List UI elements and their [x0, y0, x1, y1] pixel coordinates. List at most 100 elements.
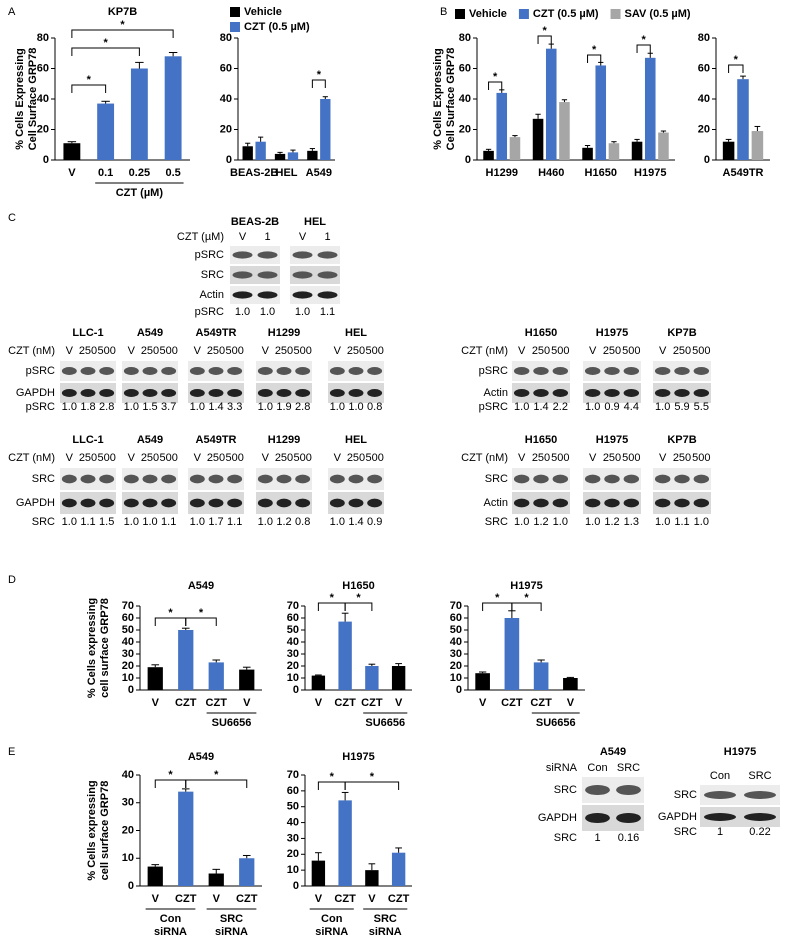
x-tick-label: V — [479, 697, 487, 709]
blot-band — [533, 389, 549, 397]
x-tick-label: 0.25 — [129, 167, 150, 179]
y-tick-label: 40 — [287, 816, 299, 828]
blot-band — [552, 389, 569, 397]
blot-lane-label: V — [66, 345, 74, 357]
blot-title: LLC-1 — [72, 327, 103, 339]
blot-row-label: Actin — [484, 497, 508, 509]
bar — [559, 102, 570, 160]
blot-row-label: GAPDH — [538, 812, 577, 824]
blot-lane-label: V — [299, 231, 307, 243]
y-tick-label: 40 — [220, 93, 232, 105]
group-label: siRNA — [215, 926, 248, 938]
blot-band — [295, 367, 311, 375]
significance-bracket — [488, 81, 503, 90]
blot-row-label: GAPDH — [16, 387, 55, 399]
y-tick-label: 50 — [287, 801, 299, 813]
blot-row-label: SRC — [554, 784, 577, 796]
bar — [532, 118, 544, 160]
blot-row-label: pSRC — [195, 249, 224, 261]
y-tick-label: 10 — [450, 672, 462, 684]
blot-band — [348, 389, 364, 397]
blot-lane-label: 500 — [225, 345, 243, 357]
y-tick-label: 0 — [128, 684, 134, 696]
blot-quant: 1 — [594, 832, 600, 844]
blot-lane-label: V — [334, 345, 342, 357]
blot-band — [623, 474, 640, 484]
y-tick-label: 60 — [287, 785, 299, 797]
y-tick-label: 60 — [287, 612, 299, 624]
bar — [644, 57, 656, 161]
blot-band — [189, 498, 205, 508]
significance-label: * — [330, 771, 335, 783]
bar — [147, 866, 163, 886]
y-tick-label: 0 — [128, 880, 134, 892]
significance-label: * — [493, 71, 498, 83]
blot-band — [367, 498, 383, 508]
blot-title: KP7B — [667, 327, 696, 339]
x-tick-label: V — [152, 697, 160, 709]
bar — [320, 99, 331, 160]
y-tick-label: 30 — [122, 797, 134, 809]
blot-band — [674, 474, 690, 484]
y-tick-label: 0 — [226, 154, 232, 166]
y-tick-label: 70 — [122, 600, 134, 612]
significance-label: * — [524, 592, 529, 604]
x-tick-label: HEL — [276, 167, 298, 179]
significance-label: * — [642, 34, 647, 46]
blot-quant: 0.8 — [367, 401, 382, 413]
significance-label: * — [356, 592, 361, 604]
y-tick-label: 30 — [287, 832, 299, 844]
x-tick-label: H1650 — [585, 167, 617, 179]
blot-band — [257, 367, 273, 375]
blot-band — [232, 271, 253, 279]
blot-quant: 1.0 — [124, 401, 139, 413]
chart-title: H1975 — [510, 580, 542, 592]
blot-lane-label: 250 — [532, 345, 550, 357]
blot-band — [276, 474, 292, 484]
blot-quant: 2.8 — [99, 401, 114, 413]
bar — [311, 675, 326, 690]
panel-letter: A — [8, 6, 16, 18]
significance-label: * — [168, 769, 173, 781]
bar — [63, 143, 81, 160]
legend-label: Vehicle — [244, 6, 282, 18]
blot-band — [693, 389, 710, 397]
y-tick-label: 0 — [43, 154, 49, 166]
x-tick-label: CZT — [236, 893, 258, 905]
x-tick-label: CZT — [388, 893, 410, 905]
y-tick-label: 60 — [122, 612, 134, 624]
blot-band — [227, 474, 243, 484]
blot-quant: 1.1 — [320, 306, 335, 318]
blot-band — [513, 474, 530, 484]
y-tick-label: 40 — [37, 93, 49, 105]
blot-quant: 3.3 — [227, 401, 242, 413]
bar — [255, 141, 266, 160]
significance-label: * — [199, 607, 204, 619]
blot-band — [348, 474, 364, 484]
blot-band — [161, 389, 177, 397]
blot-row-label: Actin — [200, 289, 224, 301]
significance-label: * — [734, 54, 739, 66]
group-label: SRC — [374, 913, 397, 925]
y-tick-label: 20 — [450, 660, 462, 672]
bar — [631, 141, 643, 160]
blot-band — [552, 367, 569, 375]
blot-row-label: GAPDH — [16, 497, 55, 509]
blot-band — [276, 389, 292, 397]
blot-band — [604, 474, 620, 484]
blot-band — [292, 251, 313, 259]
blot-title: H1975 — [596, 434, 628, 446]
x-tick-label: CZT — [530, 697, 552, 709]
y-axis-label: % Cells expressing — [86, 598, 98, 698]
blot-lane-label: SRC — [617, 762, 640, 774]
bar — [545, 48, 557, 160]
blot-band — [317, 251, 338, 259]
blot-band — [189, 389, 205, 397]
blot-quant: 1.0 — [258, 516, 273, 528]
blot-band — [61, 367, 77, 375]
y-tick-label: 80 — [220, 32, 232, 44]
bar — [338, 800, 352, 886]
blot-band — [704, 791, 736, 799]
blot-band — [674, 389, 690, 397]
blot-quant: 1.8 — [80, 401, 95, 413]
